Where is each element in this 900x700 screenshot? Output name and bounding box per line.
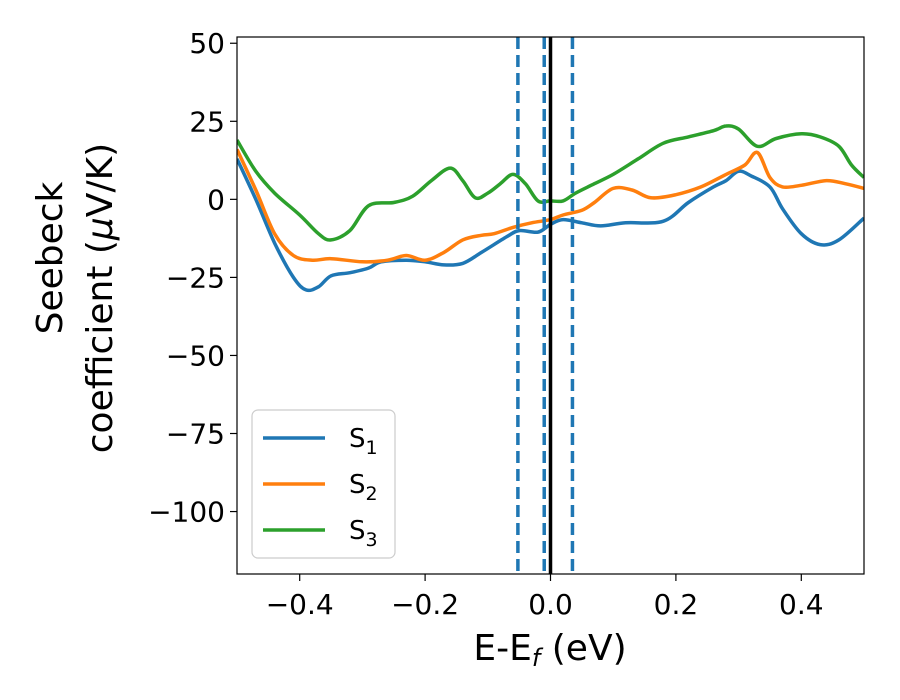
legend-label-s1: S1 [349,424,378,459]
y-axis-title-line2-start: coefficient ( [80,240,121,453]
y-axis-title-line1: Seebeck [30,181,71,334]
series-lines [237,124,864,293]
y-axis-title-line2: coefficient (μV/K) [80,143,121,453]
y-tick-label: −75 [166,418,225,451]
x-axis-title-main: E-E [473,628,531,669]
legend-label-s2: S2 [349,470,378,505]
y-tick-label: 0 [207,183,225,216]
x-axis-title: E-Ef (eV) [473,628,626,672]
y-axis-title-mu: μ [80,217,121,241]
y-tick-label: 25 [189,105,225,138]
y-axis-title-line2-end: V/K) [80,143,121,217]
legend: S1 S2 S3 [251,409,396,559]
y-tick-label: −50 [166,339,225,372]
y-tick-label: −100 [148,496,225,529]
legend-label-s3: S3 [349,516,378,551]
reference-lines [516,37,575,574]
legend-items: S1 S2 S3 [263,424,378,551]
series-line-s2 [237,148,864,264]
y-tick-label: −25 [166,261,225,294]
series-line-s1 [237,158,864,293]
x-axis-ticks: −0.4 −0.2 0.0 0.2 0.4 [266,574,824,621]
x-tick-label: 0.2 [654,588,699,621]
x-tick-label: 0.4 [779,588,824,621]
y-tick-label: 50 [189,27,225,60]
x-axis-title-unit: (eV) [540,628,626,669]
y-axis-ticks: 50 25 0 −25 −50 −75 −100 [148,27,237,529]
x-tick-label: −0.2 [391,588,459,621]
x-tick-label: 0.0 [528,588,573,621]
series-line-s3 [237,124,864,242]
x-tick-label: −0.4 [266,588,334,621]
